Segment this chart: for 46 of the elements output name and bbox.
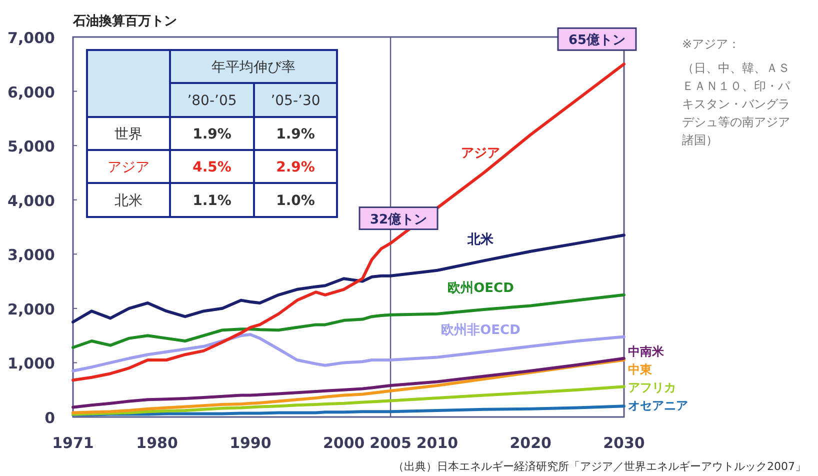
y-tick-label: 0 [44, 409, 55, 427]
series-label: アフリカ [628, 380, 676, 394]
annotation: 2.9% [276, 160, 315, 176]
x-tick-label: 1980 [136, 434, 178, 452]
y-axis-title: 石油換算百万トン [72, 14, 177, 29]
x-tick-label: 2005 [370, 434, 412, 452]
text: ※アジア： [682, 37, 740, 51]
annotation: 世界 [114, 126, 142, 142]
annotation: 北米 [114, 193, 142, 209]
annotation: 32億トン [370, 211, 428, 228]
series-label: 北米 [466, 232, 495, 248]
series-label: アジア [461, 146, 500, 162]
x-tick-label: 2030 [603, 434, 645, 452]
series-label: 欧州OECD [448, 280, 514, 296]
annotation: 1.1% [192, 193, 232, 209]
annotation: ’80-’05 [187, 93, 237, 109]
x-tick-label: 1990 [230, 434, 272, 452]
y-tick-label: 7,000 [8, 29, 55, 47]
x-tick-label: 1971 [52, 434, 94, 452]
line-series [72, 385, 626, 416]
annotation: ’05-’30 [270, 93, 320, 109]
series-label: オセアニア [628, 398, 688, 412]
annotation: 1.9% [192, 126, 232, 142]
y-tick-label: 6,000 [8, 83, 55, 102]
annotation: 4.5% [192, 160, 232, 176]
x-tick-label: 2000 [322, 434, 365, 452]
y-tick-label: 5,000 [8, 138, 55, 156]
annotation: 1.9% [276, 126, 315, 142]
line-series [72, 234, 626, 324]
x-tick-label: 2010 [416, 434, 458, 452]
annotation: 65億トン [568, 32, 626, 48]
annotation: 年平均伸び率 [212, 60, 296, 76]
series-label: 中南米 [628, 344, 665, 358]
text: （日、中、韓、ＡＳＥＡＮ１０、印・パキスタン・バングラデシュ等の南アジア諸国） [682, 61, 791, 147]
line-series [72, 293, 626, 349]
y-tick-label: 4,000 [8, 192, 55, 210]
text: （出典）日本エネルギー経済研究所「アジア／世界エネルギーアウトルック2007」 [393, 460, 806, 473]
annotation: アジア [108, 160, 150, 176]
y-tick-label: 2,000 [8, 300, 55, 318]
annotation: 1.0% [276, 193, 315, 209]
series-label: 欧州非OECD [441, 323, 521, 338]
y-tick-label: 1,000 [8, 354, 55, 373]
series-label: 中東 [628, 362, 653, 376]
y-tick-label: 3,000 [8, 246, 55, 264]
line-series [72, 404, 626, 416]
x-tick-label: 2020 [510, 434, 552, 452]
